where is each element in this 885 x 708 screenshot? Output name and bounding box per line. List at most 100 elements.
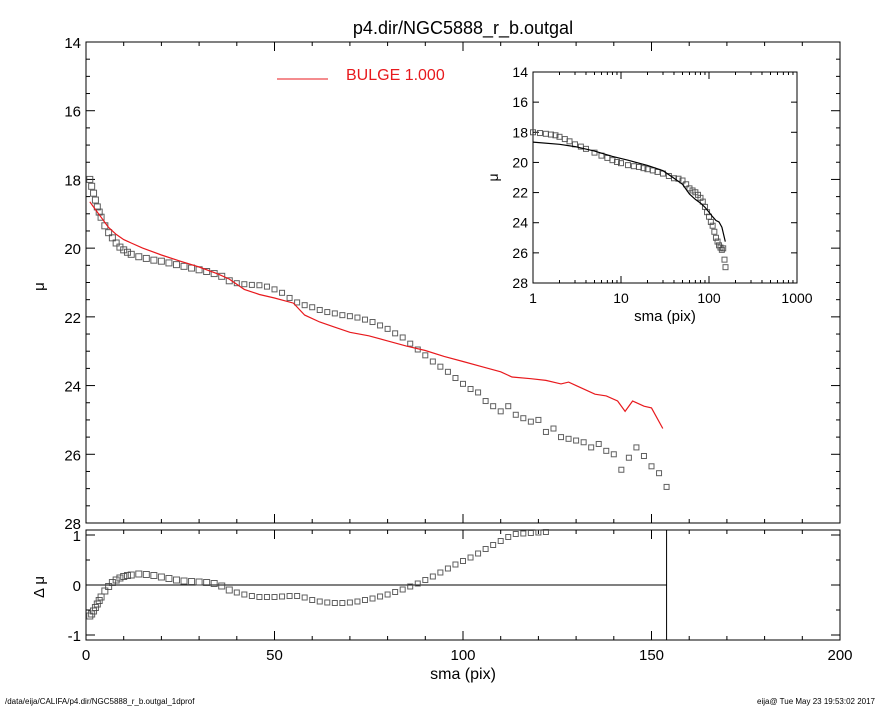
y-tick-label: 14 [64,35,81,52]
data-point [324,309,331,316]
data-point [595,440,602,447]
data-point [490,403,497,410]
y-tick-label: 26 [512,245,528,261]
data-point [135,253,143,261]
residual-point [203,579,211,586]
residual-point [210,580,218,587]
residual-point [437,569,444,576]
data-point [613,158,620,165]
data-point [712,234,719,241]
residual-point [407,583,414,590]
inset-background [533,72,797,283]
data-point [573,437,580,444]
residual-point [324,599,331,606]
data-point [721,256,728,263]
residual-point [467,554,474,561]
data-point [248,281,255,288]
data-point [679,177,686,184]
data-point [422,352,429,359]
data-point [392,330,399,337]
data-point [512,411,519,418]
residual-point [354,598,361,605]
y-tick-label: 18 [512,124,528,140]
data-point [520,415,527,422]
residual-point [233,589,240,596]
data-point [618,466,625,473]
data-point [618,160,624,167]
data-point [150,256,158,264]
residual-point [86,612,94,620]
residual-point [452,561,459,568]
data-point [497,408,504,415]
data-point [648,463,655,470]
data-point [565,435,572,442]
y-axis-label: μ [31,282,48,291]
residual-point [165,575,173,582]
residual-point [339,600,346,606]
residual-point [369,595,376,602]
footer-file-path: /data/eija/CALIFA/p4.dir/NGC5888_r_b.out… [5,697,195,706]
data-point [88,182,96,190]
chart-title: p4.dir/NGC5888_r_b.outgal [353,18,573,39]
y-tick-label: -1 [68,628,81,645]
residual-point [384,591,391,598]
residual-point [241,591,248,598]
x-tick-label: 50 [266,647,283,664]
data-point [550,425,557,432]
data-point [467,386,474,393]
residual-point [112,576,120,584]
y-tick-label: 28 [512,275,528,291]
residual-point [331,600,338,606]
data-point [218,272,226,280]
residual-point [157,573,165,581]
bulge-model-line [89,201,664,429]
data-point [444,368,451,375]
data-point [180,262,188,270]
residual-point [123,572,131,579]
data-point [558,434,565,441]
y-tick-label: 18 [64,172,81,189]
residual-point [188,578,196,585]
inset-plot: 14 16 18 20 22 24 26 281 10 100 1000 sma (pix) μ [485,64,813,325]
data-point [640,165,647,172]
data-point [123,248,131,256]
data-point [603,447,610,454]
residual-point [172,576,180,584]
data-point [339,312,346,319]
data-point [683,181,690,188]
data-point [429,358,436,365]
x-tick-label: 10 [613,290,629,306]
x-tick-label: 200 [827,647,852,664]
data-point [142,254,150,262]
model-line [532,141,726,242]
data-point [120,246,128,254]
legend-label: BULGE 1.000 [346,67,445,84]
y-tick-label: 16 [512,94,528,110]
data-point [482,398,489,405]
residual-point [527,530,534,536]
residual-point [422,577,429,583]
residual-point [127,571,135,579]
data-point [580,439,587,446]
data-point [105,229,113,237]
residual-point [120,573,128,580]
x-axis-label: sma (pix) [634,308,696,325]
data-point [527,418,534,425]
data-point [286,294,293,301]
y-tick-label: 28 [64,516,81,533]
y-tick-label: 24 [512,215,528,231]
data-point [718,246,725,253]
residual-point [490,542,497,548]
data-point [663,483,670,490]
residual-point [542,529,549,535]
residual-point [97,593,105,601]
residual-point [392,589,399,595]
data-point [91,196,99,204]
data-point [536,130,543,137]
data-point [535,416,542,423]
data-point [625,454,632,461]
data-point [656,470,663,477]
residual-point [482,546,489,552]
residual-point [460,558,466,564]
x-tick-label: 100 [697,290,721,306]
